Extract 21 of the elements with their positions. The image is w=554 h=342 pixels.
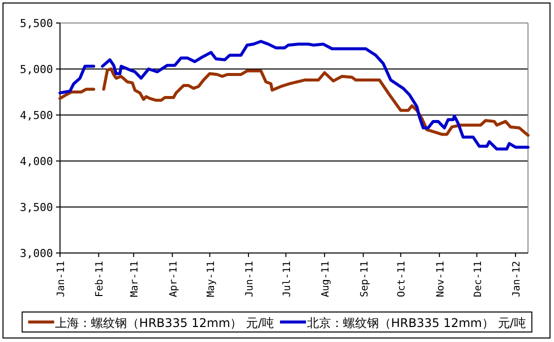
x-tick-label: Feb-11 (94, 261, 106, 298)
x-tick-label: Sep-11 (359, 261, 370, 298)
x-tick-label: Jan-11 (56, 261, 67, 298)
x-tick-label: Jan-12 (512, 261, 523, 298)
y-tick-label: 3,000 (20, 247, 53, 260)
x-tick-label: Oct-11 (396, 261, 408, 298)
x-tick-label: Apr-11 (168, 261, 180, 298)
x-tick-label: Jul-11 (282, 261, 293, 298)
x-tick-label: Nov-11 (435, 261, 446, 298)
legend-label: 上海：螺纹钢（HRB335 12mm） 元/吨 (55, 316, 274, 330)
x-tick-label: May-11 (206, 261, 217, 298)
y-tick-label: 4,500 (20, 109, 53, 122)
y-tick-label: 5,500 (20, 17, 53, 30)
x-tick-label: Jun-11 (244, 261, 256, 298)
y-tick-label: 3,500 (20, 201, 53, 214)
y-tick-label: 5,000 (20, 63, 53, 76)
x-tick-label: Mar-11 (130, 261, 141, 298)
legend-label: 北京：螺纹钢（HRB335 12mm） 元/吨 (307, 316, 526, 330)
x-tick-label: Dec-11 (472, 261, 484, 298)
x-tick-label: Aug-11 (320, 261, 332, 298)
y-tick-label: 4,000 (20, 155, 53, 168)
